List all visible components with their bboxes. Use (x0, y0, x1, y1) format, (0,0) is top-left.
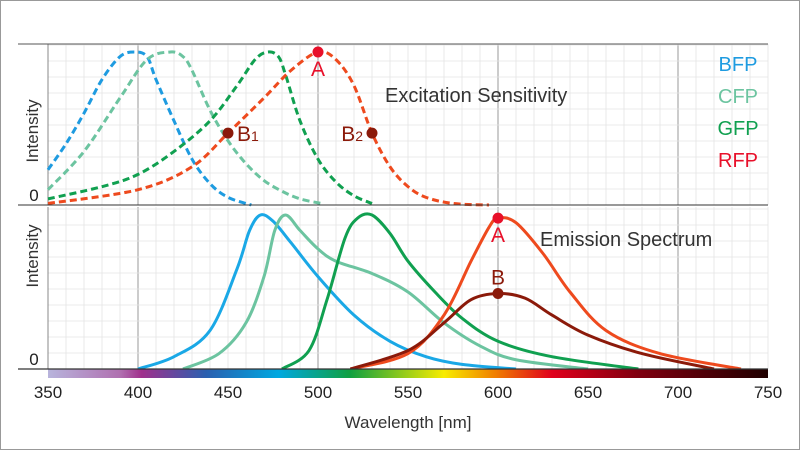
annotation-subscript: 1 (251, 128, 259, 144)
annotation-label: B1 (237, 123, 259, 146)
x-axis-label: Wavelength [nm] (345, 413, 472, 432)
annotation-label: B (491, 267, 505, 290)
series-rfp-excitation (47, 50, 490, 207)
annotation-subscript: 2 (355, 128, 363, 144)
excitation-ylabel: Intensity (23, 99, 42, 163)
marker-b (492, 288, 504, 300)
x-tick-400: 400 (124, 383, 152, 402)
x-tick-600: 600 (484, 383, 512, 402)
x-tick-450: 450 (214, 383, 242, 402)
x-tick-650: 650 (574, 383, 602, 402)
marker-a (312, 46, 324, 58)
annotation-label: B2 (341, 123, 363, 146)
legend-cfp: CFP (718, 86, 758, 108)
excitation-title: Excitation Sensitivity (385, 85, 567, 107)
x-tick-550: 550 (394, 383, 422, 402)
annotation-letter: A (491, 224, 505, 247)
excitation-y-zero: 0 (29, 186, 38, 205)
series-cfp-excitation (46, 50, 322, 205)
series-cfp-emission (182, 213, 589, 371)
legend-rfp: RFP (718, 150, 758, 172)
emission-ylabel: Intensity (23, 224, 42, 288)
legend: BFP CFP GFP RFP (717, 54, 758, 172)
x-tick-500: 500 (304, 383, 332, 402)
marker-a (492, 212, 504, 224)
legend-bfp: BFP (719, 54, 758, 76)
marker-b1 (222, 127, 234, 139)
spectrum-color-bar (48, 369, 768, 378)
emission-title: Emission Spectrum (540, 229, 712, 251)
x-tick-350: 350 (34, 383, 62, 402)
series-bfp-excitation (46, 50, 252, 207)
x-tick-750: 750 (754, 383, 782, 402)
marker-b2 (366, 127, 378, 139)
annotation-letter: B (237, 123, 251, 146)
series-gfp-excitation (47, 50, 373, 205)
series-gfp-emission (281, 212, 639, 371)
x-tick-700: 700 (664, 383, 692, 402)
annotation-label: A (311, 58, 325, 81)
annotation-letter: B (341, 123, 355, 146)
annotation-letter: B (491, 267, 505, 290)
series-bfp-emission (137, 213, 517, 371)
series-rfp-b-emission (349, 292, 715, 371)
emission-y-zero: 0 (29, 350, 38, 369)
curves (46, 50, 742, 371)
annotation-letter: A (311, 58, 325, 81)
series-rfp-emission (350, 216, 742, 371)
x-tick-labels: 350 400 450 500 550 600 650 700 750 (34, 383, 782, 402)
annotation-label: A (491, 224, 505, 247)
legend-gfp: GFP (717, 118, 758, 140)
